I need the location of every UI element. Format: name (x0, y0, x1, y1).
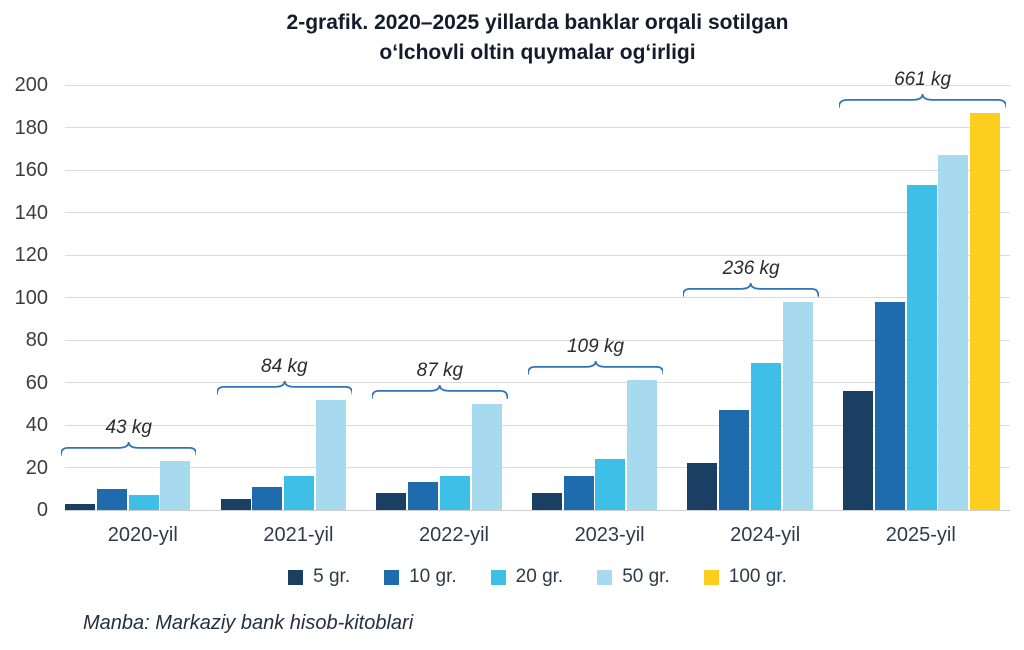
bar-10gr-2023 (563, 476, 594, 510)
bar-5gr-2022 (376, 493, 407, 510)
legend-label: 50 gr. (622, 566, 670, 587)
bar-50gr-2021 (316, 399, 346, 510)
legend-item: 50 gr. (597, 566, 670, 588)
y-axis-tick-label: 40 (25, 414, 48, 436)
group-total-annotation: 84 kg (261, 355, 308, 377)
bar-20gr-2022 (439, 476, 470, 510)
x-axis-category-label: 2020-yil (107, 524, 178, 546)
group-total-brace (371, 384, 509, 401)
legend-item: 5 gr. (288, 566, 350, 588)
group-total-annotation: 661 kg (894, 68, 952, 90)
x-axis-category-label: 2023-yil (574, 524, 645, 546)
group-total-brace (60, 442, 198, 458)
y-axis-tick-label: 200 (14, 74, 48, 96)
gridline (65, 127, 1010, 128)
legend-swatch-icon (703, 569, 719, 585)
bar-10gr-2024 (719, 410, 750, 510)
bar-5gr-2025 (843, 391, 873, 510)
gridline (65, 467, 1010, 468)
bar-100gr-2025 (970, 112, 1001, 510)
group-total-brace (838, 93, 1008, 110)
chart-title: 2-grafik. 2020–2025 yillarda banklar orq… (65, 8, 1010, 68)
group-total-brace (682, 282, 820, 299)
bar-20gr-2020 (128, 495, 159, 510)
legend-item: 100 gr. (703, 566, 787, 588)
x-axis-category-label: 2024-yil (730, 524, 801, 546)
bar-20gr-2023 (595, 459, 626, 510)
gridline (65, 424, 1010, 426)
y-axis-tick-label: 100 (14, 286, 48, 309)
x-axis-category-label: 2025-yil (885, 524, 956, 546)
x-axis-category-label: 2021-yil (263, 524, 334, 546)
group-total-brace (526, 361, 665, 377)
gridline (65, 169, 1010, 171)
source-note: Manba: Markaziy bank hisob-kitoblari (83, 612, 414, 634)
y-axis-tick-label: 20 (25, 456, 48, 479)
bar-10gr-2022 (408, 482, 438, 510)
chart-title-line2: oʻlchovli oltin quymalar ogʻirligi (379, 41, 696, 64)
y-axis-tick-label: 140 (14, 201, 48, 224)
legend-label: 20 gr. (515, 566, 564, 587)
legend-label: 5 gr. (313, 566, 351, 587)
gridline (65, 339, 1010, 341)
bar-20gr-2024 (751, 363, 781, 510)
bar-50gr-2025 (938, 155, 969, 510)
group-total-brace (215, 380, 353, 397)
y-axis-tick-label: 160 (14, 159, 48, 181)
group-total-annotation: 109 kg (566, 336, 625, 358)
y-axis-tick-label: 120 (14, 244, 48, 266)
bar-10gr-2020 (96, 488, 127, 510)
legend-item: 10 gr. (384, 566, 457, 588)
x-axis-baseline (65, 509, 1010, 511)
bar-20gr-2021 (284, 476, 315, 510)
legend-swatch-icon (490, 569, 506, 585)
gridline (65, 382, 1010, 383)
legend-label: 100 gr. (728, 566, 787, 587)
gridline (65, 84, 1010, 86)
bar-5gr-2021 (220, 499, 251, 510)
bar-50gr-2022 (471, 403, 502, 510)
bar-10gr-2021 (252, 486, 283, 510)
y-axis-tick-label: 0 (36, 499, 48, 521)
legend-swatch-icon (384, 569, 400, 585)
y-axis-tick-label: 180 (14, 116, 48, 139)
legend-item: 20 gr. (490, 566, 564, 588)
group-total-annotation: 43 kg (105, 417, 152, 439)
gridline (65, 297, 1010, 298)
gridline (65, 254, 1010, 256)
bar-50gr-2024 (782, 301, 813, 510)
bar-50gr-2020 (160, 461, 191, 510)
chart-title-line1: 2-grafik. 2020–2025 yillarda banklar orq… (286, 11, 789, 34)
y-axis-tick-label: 80 (25, 329, 48, 351)
bar-5gr-2024 (687, 463, 718, 510)
legend-swatch-icon (288, 569, 304, 585)
bar-10gr-2025 (874, 301, 905, 510)
group-total-annotation: 87 kg (416, 359, 464, 381)
gridline (65, 212, 1010, 213)
x-axis-category-label: 2022-yil (418, 524, 489, 546)
legend-swatch-icon (597, 569, 613, 585)
y-axis-tick-label: 60 (25, 371, 48, 394)
bar-5gr-2023 (531, 493, 562, 510)
chart-legend: 5 gr. 10 gr. 20 gr. 50 gr. 100 gr. (65, 566, 1010, 588)
bar-5gr-2020 (65, 503, 95, 510)
bar-20gr-2025 (906, 184, 937, 510)
group-total-annotation: 236 kg (722, 257, 780, 279)
bar-50gr-2023 (627, 380, 658, 510)
legend-label: 10 gr. (409, 566, 457, 587)
